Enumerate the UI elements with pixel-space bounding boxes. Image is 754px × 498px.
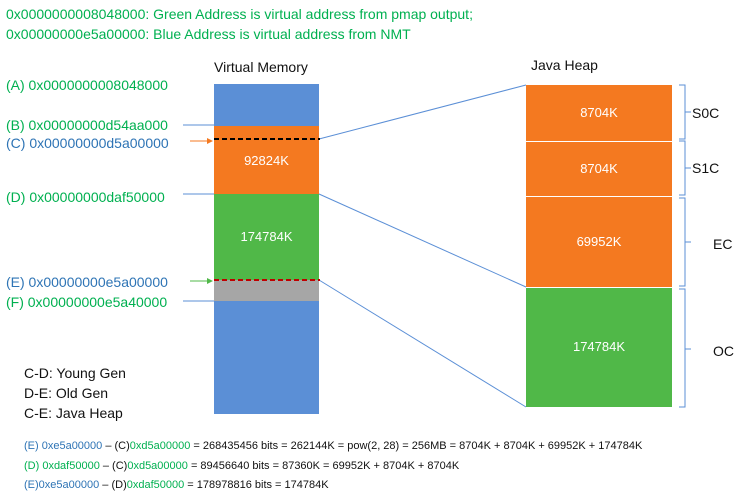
- header-line-green: 0x0000000008048000: Green Address is vir…: [6, 6, 473, 22]
- header-line-blue-text: 0x00000000e5a00000: Blue Address is virt…: [6, 26, 411, 42]
- address-d: (D) 0x00000000daf50000: [6, 189, 165, 205]
- virtual-memory-column: 92824K 174784K: [214, 84, 319, 414]
- formula-1-e: (E) 0xe5a00000: [24, 440, 103, 452]
- formula-2-d: (D) 0xdaf50000: [24, 460, 100, 472]
- formula-3-dash: – (D): [99, 479, 127, 491]
- heap-segment-ec: 69952K: [526, 196, 672, 287]
- brace-s1c: [679, 140, 691, 196]
- java-heap-title: Java Heap: [531, 57, 598, 73]
- heap-segment-s0c: 8704K: [526, 85, 672, 141]
- label-oc: OC: [713, 343, 734, 359]
- formula-line-2: (D) 0xdaf50000 – (C)0xd5a00000 = 8945664…: [24, 460, 459, 472]
- old-size-label: 174784K: [240, 229, 293, 244]
- brace-s0c: [679, 84, 691, 140]
- formula-3-e: (E)0xe5a00000: [24, 479, 100, 491]
- oc-size: 174784K: [572, 339, 626, 354]
- connector-middle: [318, 193, 527, 288]
- header-line-blue: 0x00000000e5a00000: Blue Address is virt…: [6, 26, 411, 42]
- brace-ec: [679, 197, 691, 287]
- connector-bottom: [318, 279, 527, 408]
- vm-block-bottom: [214, 301, 319, 414]
- address-f: (F) 0x00000000e5a40000: [6, 294, 168, 310]
- address-a: (A) 0x0000000008048000: [6, 77, 168, 93]
- formula-line-1: (E) 0xe5a00000 – (C)0xd5a00000 = 2684354…: [24, 440, 642, 452]
- s0c-size: 8704K: [580, 105, 618, 120]
- ec-size: 69952K: [576, 234, 622, 249]
- connector-top: [318, 84, 527, 140]
- vm-block-gap: [214, 280, 319, 301]
- vm-block-top: [214, 84, 319, 126]
- young-size-label: 92824K: [244, 153, 289, 168]
- address-e: (E) 0x00000000e5a00000: [6, 274, 168, 290]
- java-heap-column: 8704K 8704K 69952K 174784K: [526, 85, 672, 407]
- label-s0c: S0C: [692, 105, 720, 121]
- formula-2-dash: – (C): [99, 460, 128, 472]
- vm-block-young: 92824K: [214, 126, 319, 194]
- label-ec: EC: [713, 236, 733, 252]
- formula-3-d: 0xdaf50000: [126, 479, 185, 491]
- formula-2-c: 0xd5a00000: [127, 460, 188, 472]
- formula-line-3: (E)0xe5a00000 – (D)0xdaf50000 = 17897881…: [24, 479, 329, 491]
- heap-segment-oc: 174784K: [526, 287, 672, 407]
- formula-1-rest: = 268435456 bits = 262144K = pow(2, 28) …: [190, 440, 643, 452]
- virtual-memory-title: Virtual Memory: [214, 59, 308, 75]
- legend-java-heap: C-E: Java Heap: [24, 405, 123, 421]
- s1c-size: 8704K: [580, 161, 618, 176]
- heap-segment-s1c: 8704K: [526, 141, 672, 196]
- formula-2-rest: = 89456640 bits = 87360K = 69952K + 8704…: [187, 460, 460, 472]
- address-b: (B) 0x00000000d54aa000: [6, 117, 168, 133]
- legend-young-gen: C-D: Young Gen: [24, 365, 126, 381]
- vm-block-old: 174784K: [214, 194, 319, 280]
- formula-3-rest: = 178978816 bits = 174784K: [184, 479, 329, 491]
- address-c: (C) 0x00000000d5a00000: [6, 135, 169, 151]
- brace-oc: [679, 288, 691, 408]
- label-s1c: S1C: [692, 160, 720, 176]
- legend-old-gen: D-E: Old Gen: [24, 385, 109, 401]
- formula-1-c: 0xd5a00000: [129, 440, 191, 452]
- formula-1-dash: – (C): [102, 440, 130, 452]
